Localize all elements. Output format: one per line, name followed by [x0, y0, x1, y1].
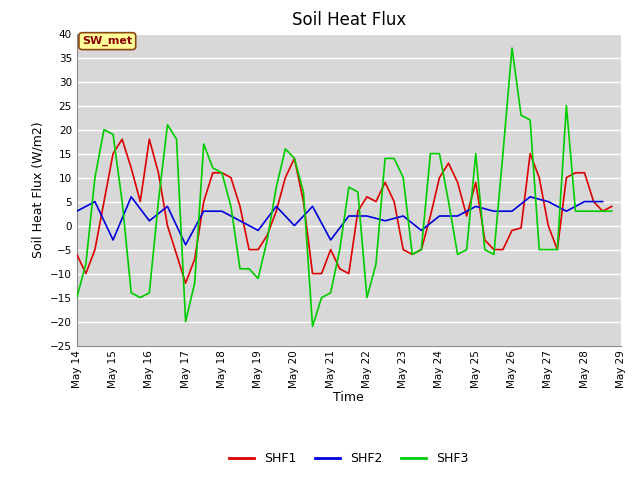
Line: SHF2: SHF2	[77, 197, 603, 245]
SHF3	[73, 295, 81, 300]
SHF3	[308, 324, 316, 329]
SHF2	[363, 213, 371, 219]
SHF2	[164, 204, 172, 209]
Line: SHF3: SHF3	[77, 48, 612, 326]
SHF2	[308, 204, 316, 209]
SHF2	[490, 208, 498, 214]
SHF3	[608, 208, 616, 214]
SHF2	[526, 194, 534, 200]
SHF2	[145, 218, 153, 224]
SHF1	[73, 252, 81, 257]
SHF1	[118, 136, 126, 142]
SHF2	[127, 194, 135, 200]
SHF2	[436, 213, 444, 219]
SHF2	[563, 208, 570, 214]
Legend: SHF1, SHF2, SHF3: SHF1, SHF2, SHF3	[224, 447, 474, 470]
SHF2	[545, 199, 552, 204]
SHF2	[599, 199, 607, 204]
SHF1	[273, 208, 280, 214]
SHF1	[264, 232, 271, 238]
SHF3	[254, 276, 262, 281]
SHF3	[417, 247, 425, 252]
SHF2	[454, 213, 461, 219]
SHF2	[345, 213, 353, 219]
SHF1	[245, 247, 253, 252]
SHF2	[200, 208, 207, 214]
Text: SW_met: SW_met	[82, 36, 132, 46]
Line: SHF1: SHF1	[77, 139, 612, 283]
SHF1	[426, 213, 434, 219]
SHF1	[227, 175, 235, 180]
SHF2	[580, 199, 588, 204]
SHF2	[291, 223, 298, 228]
SHF2	[273, 204, 280, 209]
SHF2	[399, 213, 407, 219]
SHF3	[164, 122, 172, 128]
SHF2	[73, 208, 81, 214]
SHF2	[327, 237, 335, 243]
SHF2	[91, 199, 99, 204]
SHF2	[254, 228, 262, 233]
SHF3	[245, 266, 253, 272]
SHF2	[218, 208, 226, 214]
SHF2	[182, 242, 189, 248]
SHF1	[182, 280, 189, 286]
SHF2	[508, 208, 516, 214]
SHF2	[381, 218, 389, 224]
SHF2	[472, 204, 479, 209]
SHF3	[209, 165, 216, 171]
Title: Soil Heat Flux: Soil Heat Flux	[292, 11, 406, 29]
X-axis label: Time: Time	[333, 391, 364, 404]
SHF2	[109, 237, 117, 243]
SHF1	[608, 204, 616, 209]
SHF3	[508, 45, 516, 51]
Y-axis label: Soil Heat Flux (W/m2): Soil Heat Flux (W/m2)	[31, 121, 44, 258]
SHF2	[236, 218, 244, 224]
SHF2	[417, 228, 425, 233]
SHF1	[173, 252, 180, 257]
SHF3	[227, 204, 235, 209]
